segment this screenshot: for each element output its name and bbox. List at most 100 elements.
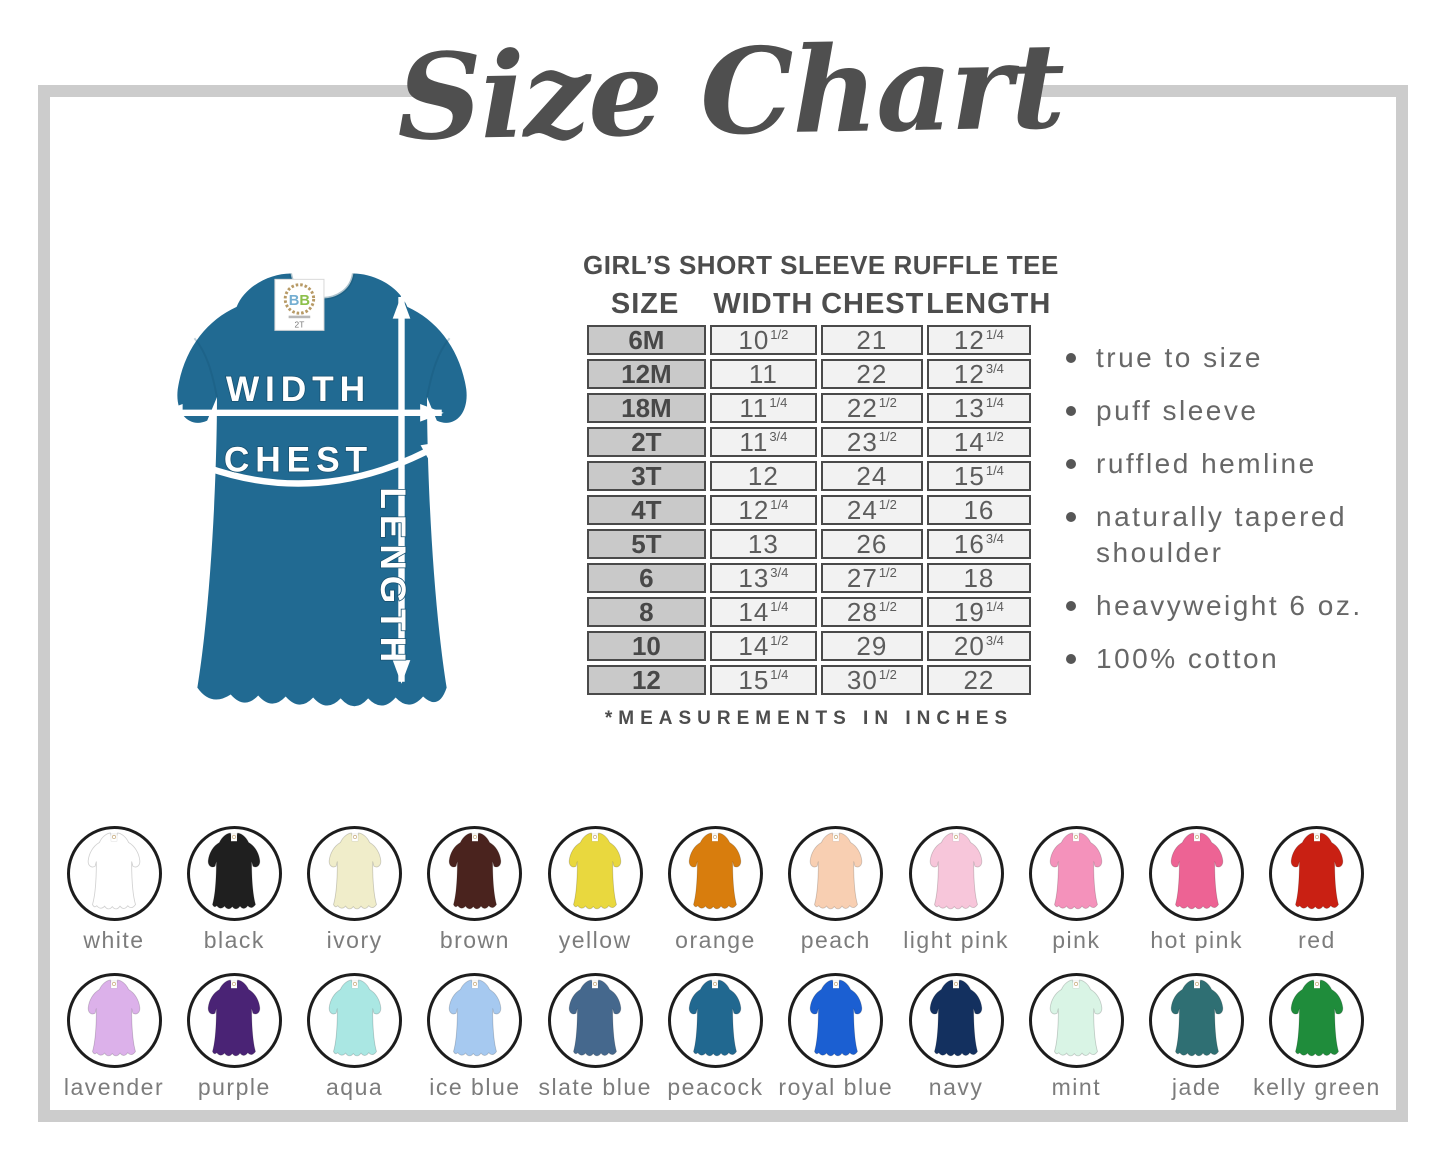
width-cell: 111/4 (709, 393, 817, 423)
swatch-aqua: aqua (299, 973, 411, 1101)
swatch-label: red (1298, 927, 1336, 953)
table-row: 12M 11 22 123/4 (587, 359, 1031, 389)
tee-icon (568, 979, 622, 1057)
swatch-label: black (203, 927, 265, 953)
chest-cell: 22 (820, 359, 923, 389)
width-cell: 12 (709, 461, 817, 491)
swatch-label: lavender (63, 1074, 165, 1100)
swatch-circle (667, 973, 763, 1068)
table-row: 10 141/2 29 203/4 (587, 631, 1031, 661)
swatch-white: white (58, 826, 170, 954)
width-cell: 141/2 (709, 631, 817, 661)
table-row: 3T 12 24 151/4 (587, 461, 1031, 491)
tee-icon (809, 979, 863, 1057)
size-cell: 3T (587, 461, 706, 491)
swatch-label: white (83, 927, 145, 953)
brand-logo: BB (289, 293, 310, 309)
table-row: 4T 121/4 241/2 16 (587, 495, 1031, 525)
swatch-circle (307, 973, 403, 1068)
swatch-navy: navy (900, 973, 1012, 1101)
swatch-purple: purple (178, 973, 290, 1101)
chest-cell: 281/2 (820, 597, 923, 627)
swatch-circle (66, 973, 162, 1068)
chest-cell: 301/2 (820, 665, 923, 695)
chest-cell: 271/2 (820, 563, 923, 593)
tee-icon (689, 979, 742, 1057)
feature-item: ruffled hemline (1064, 446, 1394, 482)
tee-icon (689, 832, 742, 910)
width-cell: 151/4 (709, 665, 817, 695)
border-frame (38, 85, 1408, 1122)
length-cell: 16 (926, 495, 1031, 525)
size-cell: 8 (587, 597, 706, 627)
width-cell: 113/4 (709, 427, 817, 457)
length-cell: 22 (926, 665, 1031, 695)
length-cell: 191/4 (926, 597, 1031, 627)
feature-list: true to size puff sleeve ruffled hemline na… (1064, 340, 1394, 694)
swatch-red: red (1261, 826, 1373, 954)
swatch-circle (1149, 826, 1245, 921)
swatch-circle (1028, 826, 1124, 921)
table-title: GIRL’S SHORT SLEEVE RUFFLE TEE (583, 250, 1059, 280)
table-row: 12 151/4 301/2 22 (587, 665, 1031, 695)
swatch-pink: pink (1020, 826, 1132, 954)
swatch-label: peach (800, 927, 871, 953)
length-cell: 131/4 (926, 393, 1031, 423)
swatch-circle (307, 826, 403, 921)
bullet-icon (1066, 512, 1076, 522)
swatch-circle (66, 826, 162, 921)
swatch-light-pink: light pink (900, 826, 1012, 954)
length-label: LENGTH (373, 487, 412, 668)
swatch-mint: mint (1020, 973, 1132, 1101)
width-cell: 141/4 (709, 597, 817, 627)
length-cell: 121/4 (926, 325, 1031, 355)
swatch-label: royal blue (778, 1074, 894, 1100)
swatch-royal-blue: royal blue (778, 973, 894, 1101)
tee-icon (568, 832, 622, 910)
size-table: 6M 101/2 21 121/4 12M 11 22 123/4 18M 111/4 221/2 1… (583, 321, 1035, 699)
tee-icon (208, 979, 261, 1057)
size-cell: 10 (587, 631, 706, 661)
swatch-circle (427, 826, 523, 921)
swatch-circle (1269, 826, 1365, 921)
swatch-circle (667, 826, 763, 921)
swatch-ivory: ivory (299, 826, 411, 954)
swatch-slate-blue: slate blue (538, 973, 651, 1101)
swatch-circle (1269, 973, 1365, 1068)
length-cell: 18 (926, 563, 1031, 593)
swatch-label: navy (928, 1074, 984, 1100)
swatch-peach: peach (780, 826, 892, 954)
table-row: 6 133/4 271/2 18 (587, 563, 1031, 593)
swatch-label: ice blue (429, 1074, 521, 1100)
swatch-row-2: lavender purple aqua ice blue slate blue peac… (58, 973, 1379, 1101)
size-table-block: GIRL’S SHORT SLEEVE RUFFLE TEE SIZE WIDTH… (583, 250, 1059, 730)
tee-icon (1050, 979, 1103, 1057)
swatch-row-1: white black ivory brown yellow orange peach lig… (58, 826, 1373, 954)
swatch-orange: orange (659, 826, 771, 954)
swatch-brown: brown (419, 826, 531, 954)
swatch-circle (547, 973, 643, 1068)
swatch-label: light pink (903, 927, 1009, 953)
size-cell: 2T (587, 427, 706, 457)
tee-icon (1170, 832, 1223, 910)
tee-icon (208, 832, 261, 910)
feature-item: puff sleeve (1064, 393, 1394, 429)
swatch-label: hot pink (1150, 927, 1243, 953)
swatch-lavender: lavender (58, 973, 170, 1101)
swatch-circle (427, 973, 523, 1068)
swatch-circle (788, 973, 884, 1068)
swatch-circle (788, 826, 884, 921)
chest-cell: 26 (820, 529, 923, 559)
chest-cell: 24 (820, 461, 923, 491)
length-cell: 141/2 (926, 427, 1031, 457)
tee-icon (448, 832, 502, 910)
swatch-label: pink (1052, 927, 1101, 953)
size-table-body: 6M 101/2 21 121/4 12M 11 22 123/4 18M 111/4 221/2 1… (587, 325, 1031, 695)
tee-icon (929, 832, 983, 910)
table-column-headers: SIZE WIDTH CHEST LENGTH (583, 288, 1050, 321)
width-cell: 13 (709, 529, 817, 559)
swatch-label: ivory (326, 927, 383, 953)
swatch-label: orange (675, 927, 756, 953)
column-header-size: SIZE (610, 288, 680, 320)
